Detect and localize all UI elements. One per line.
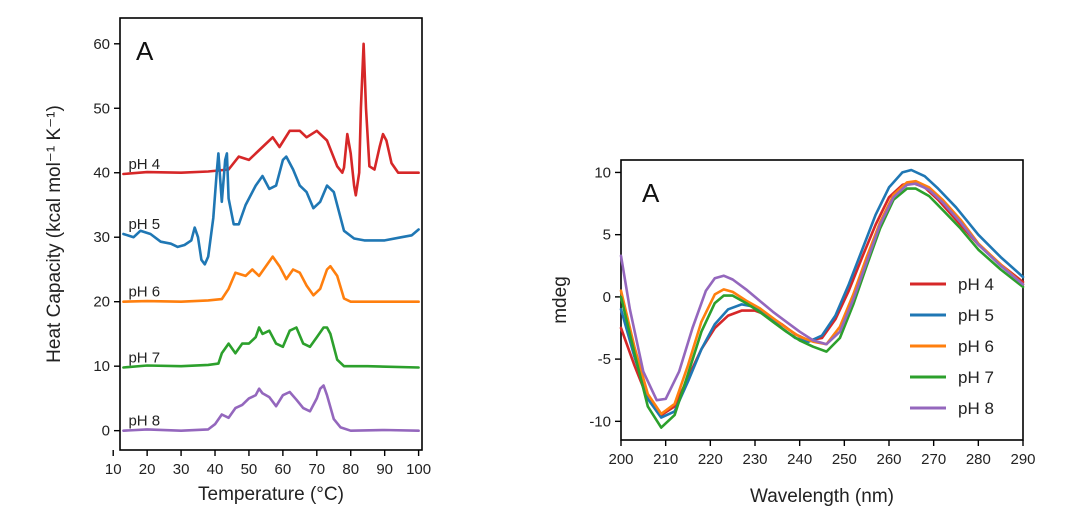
- dsc-x-tick-label: 100: [406, 461, 431, 478]
- cd-x-tick-label: 200: [608, 451, 633, 468]
- legend-label-ph-7: pH 7: [958, 368, 994, 387]
- cd-y-tick-label: 0: [603, 289, 611, 306]
- cd-y-tick-label: 5: [603, 227, 611, 244]
- dsc-x-tick-label: 60: [275, 461, 292, 478]
- dsc-ticks: 10 20 30 40 50 60 70 80 90 100 0 10 20 30 40 50 60: [93, 36, 431, 478]
- dsc-y-tick-label: 0: [102, 423, 110, 440]
- cd-x-tick-label: 290: [1010, 451, 1035, 468]
- cd-series-ph-8: [619, 182, 1025, 402]
- dsc-panel-label: A: [136, 36, 154, 66]
- cd-ticks: 200 210 220 230 240 250 260 270 280 290 -10 -5 0 5 10: [589, 164, 1035, 468]
- cd-x-tick-label: 230: [742, 451, 767, 468]
- legend-label-ph-8: pH 8: [958, 399, 994, 418]
- dsc-x-tick-label: 40: [207, 461, 224, 478]
- dsc-plot-frame: [119, 17, 423, 451]
- cd-panel-label: A: [642, 178, 660, 208]
- cd-y-tick-label: -5: [598, 351, 611, 368]
- dsc-y-tick-label: 20: [93, 294, 110, 311]
- dsc-label-ph-8: pH 8: [128, 413, 160, 430]
- dsc-x-tick-label: 90: [376, 461, 393, 478]
- legend-label-ph-5: pH 5: [958, 306, 994, 325]
- dsc-series-ph-6: [122, 255, 420, 303]
- dsc-x-tick-label: 70: [308, 461, 325, 478]
- dsc-series-ph-8: [122, 384, 420, 432]
- cd-x-tick-label: 220: [698, 451, 723, 468]
- cd-series-ph-7: [619, 187, 1025, 429]
- dsc-series-ph-7: [122, 326, 420, 369]
- dsc-label-ph-5: pH 5: [128, 216, 160, 233]
- dsc-y-tick-label: 30: [93, 229, 110, 246]
- cd-x-axis-title: Wavelength (nm): [750, 486, 894, 507]
- dsc-x-tick-label: 10: [105, 461, 122, 478]
- cd-legend: pH 4 pH 5 pH 6 pH 7 pH 8: [910, 275, 994, 418]
- dsc-x-tick-label: 50: [241, 461, 258, 478]
- cd-y-tick-label: 10: [594, 164, 611, 181]
- dsc-axes-box: [119, 17, 423, 451]
- cd-x-tick-label: 270: [921, 451, 946, 468]
- cd-x-tick-label: 210: [653, 451, 678, 468]
- dsc-y-tick-label: 40: [93, 165, 110, 182]
- cd-chart: 200 210 220 230 240 250 260 270 280 290-10-50510 …: [550, 159, 1036, 507]
- dsc-series-ph-4: [122, 42, 420, 197]
- cd-y-tick-label: -10: [589, 413, 611, 430]
- dsc-y-tick-label: 60: [93, 36, 110, 53]
- legend-label-ph-6: pH 6: [958, 337, 994, 356]
- dsc-x-tick-label: 80: [342, 461, 359, 478]
- cd-series-ph-6: [619, 179, 1025, 416]
- dsc-series-group: [122, 42, 420, 432]
- cd-y-axis-title: mdeg: [550, 276, 571, 324]
- dsc-y-axis-title: Heat Capacity (kcal mol⁻¹ K⁻¹): [44, 105, 65, 363]
- legend-label-ph-4: pH 4: [958, 275, 994, 294]
- dsc-series-ph-5: [122, 152, 420, 266]
- dsc-label-ph-6: pH 6: [128, 284, 160, 301]
- dsc-x-tick-label: 30: [173, 461, 190, 478]
- dsc-label-ph-7: pH 7: [128, 349, 160, 366]
- cd-x-tick-label: 280: [966, 451, 991, 468]
- cd-series-group: [619, 168, 1025, 429]
- dsc-series-labels: pH 4 pH 5 pH 6 pH 7 pH 8: [128, 156, 160, 430]
- cd-x-tick-label: 250: [832, 451, 857, 468]
- dsc-y-tick-label: 50: [93, 100, 110, 117]
- dsc-x-axis-title: Temperature (°C): [198, 484, 344, 505]
- dsc-label-ph-4: pH 4: [128, 156, 160, 173]
- cd-x-tick-label: 260: [876, 451, 901, 468]
- dsc-y-tick-label: 10: [93, 358, 110, 375]
- cd-x-tick-label: 240: [787, 451, 812, 468]
- dsc-x-tick-label: 20: [139, 461, 156, 478]
